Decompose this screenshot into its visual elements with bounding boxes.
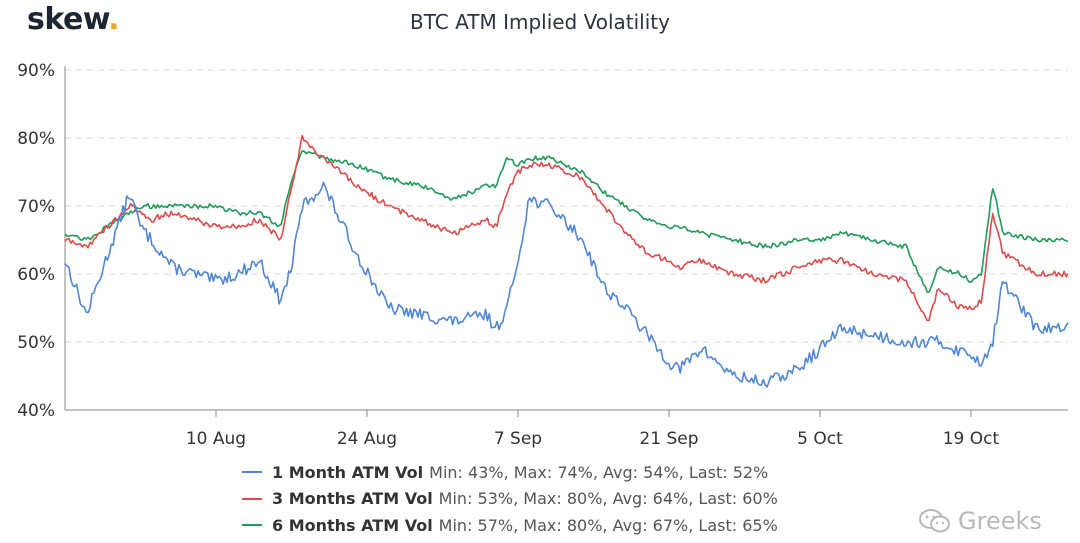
legend: 1 Month ATM Vol Min: 43%, Max: 74%, Avg:… xyxy=(242,459,778,539)
y-tick-label: 60% xyxy=(17,265,55,285)
legend-stats-6m: Min: 57%, Max: 80%, Avg: 67%, Last: 65% xyxy=(438,515,778,535)
legend-swatch-3m xyxy=(242,497,262,500)
axes: 40% 50% 60% 70% 80% 90% 10 Aug 24 Aug 7 Sep 21 Se… xyxy=(17,61,1068,449)
legend-swatch-6m xyxy=(242,524,262,527)
wechat-icon xyxy=(919,509,950,533)
y-tick-label: 70% xyxy=(17,197,55,217)
legend-stats-1m: Min: 43%, Max: 74%, Avg: 54%, Last: 52% xyxy=(429,462,769,482)
legend-item-1m[interactable]: 1 Month ATM Vol Min: 43%, Max: 74%, Avg:… xyxy=(242,459,778,486)
legend-stats-3m: Min: 53%, Max: 80%, Avg: 64%, Last: 60% xyxy=(438,489,778,509)
greeks-watermark: Greeks xyxy=(918,507,1042,535)
y-tick-label: 40% xyxy=(17,401,55,421)
legend-label-6m: 6 Months ATM Vol xyxy=(272,515,433,535)
skew-logo: skew. xyxy=(27,2,120,37)
y-tick-label: 80% xyxy=(17,129,55,149)
y-tick-label: 50% xyxy=(17,333,55,353)
legend-item-3m[interactable]: 3 Months ATM Vol Min: 53%, Max: 80%, Avg… xyxy=(242,486,778,513)
x-tick-label: 19 Oct xyxy=(943,429,1000,449)
x-tick-label: 5 Oct xyxy=(797,429,843,449)
x-tick-label: 21 Sep xyxy=(639,429,698,449)
logo-dot: . xyxy=(108,2,120,37)
legend-label-1m: 1 Month ATM Vol xyxy=(272,462,424,482)
series-lines xyxy=(64,134,1069,388)
logo-text: skew xyxy=(27,2,109,37)
watermark-text: Greeks xyxy=(958,507,1042,535)
series-line-6m[interactable] xyxy=(64,150,1069,293)
chart-svg: BTC ATM Implied Volatility 40% 50% 60% 70% 8… xyxy=(17,10,1069,449)
x-tick-label: 10 Aug xyxy=(186,429,246,449)
y-tick-label: 90% xyxy=(17,61,55,81)
x-tick-label: 7 Sep xyxy=(494,429,542,449)
chart-title: BTC ATM Implied Volatility xyxy=(410,10,670,34)
grid xyxy=(65,69,1068,343)
series-line-1m[interactable] xyxy=(64,181,1069,388)
legend-item-6m[interactable]: 6 Months ATM Vol Min: 57%, Max: 80%, Avg… xyxy=(242,512,778,539)
x-tick-label: 24 Aug xyxy=(337,429,397,449)
legend-swatch-1m xyxy=(242,471,262,474)
series-line-3m[interactable] xyxy=(64,134,1069,322)
legend-label-3m: 3 Months ATM Vol xyxy=(272,489,433,509)
